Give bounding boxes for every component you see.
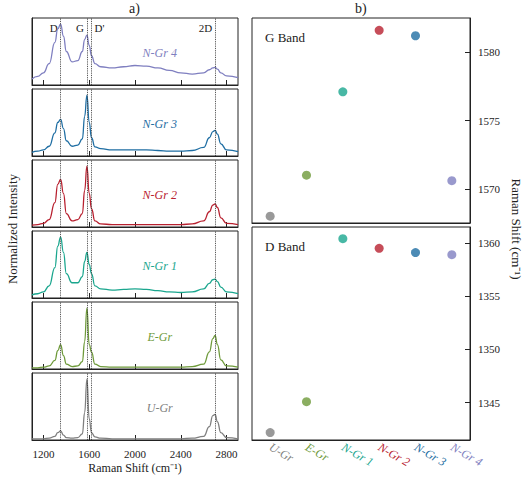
svg-text:1575: 1575 xyxy=(478,115,501,127)
svg-text:2000: 2000 xyxy=(124,448,147,460)
svg-text:b): b) xyxy=(355,1,367,17)
svg-text:1355: 1355 xyxy=(478,290,501,302)
svg-text:2D: 2D xyxy=(199,22,213,34)
svg-text:N-Gr 3: N-Gr 3 xyxy=(411,439,449,469)
svg-text:1570: 1570 xyxy=(478,183,501,195)
svg-text:1200: 1200 xyxy=(32,448,55,460)
svg-text:U-Gr: U-Gr xyxy=(267,440,297,465)
svg-text:1580: 1580 xyxy=(478,46,501,58)
svg-text:Normalized Intensity: Normalized Intensity xyxy=(5,173,20,284)
svg-text:D': D' xyxy=(95,22,105,34)
svg-text:N-Gr 1: N-Gr 1 xyxy=(142,259,177,273)
svg-text:N-Gr 1: N-Gr 1 xyxy=(338,439,376,469)
svg-text:N-Gr 4: N-Gr 4 xyxy=(142,46,177,60)
svg-text:2800: 2800 xyxy=(216,448,239,460)
svg-text:U-Gr: U-Gr xyxy=(147,401,173,415)
svg-text:N-Gr 4: N-Gr 4 xyxy=(447,439,485,469)
svg-text:1350: 1350 xyxy=(478,343,501,355)
svg-text:1345: 1345 xyxy=(478,397,501,409)
svg-text:G: G xyxy=(76,22,84,34)
svg-text:N-Gr 2: N-Gr 2 xyxy=(375,439,413,469)
svg-text:D: D xyxy=(49,21,58,34)
svg-text:N-Gr 3: N-Gr 3 xyxy=(142,117,177,131)
svg-text:a): a) xyxy=(129,1,140,17)
svg-text:N-Gr 2: N-Gr 2 xyxy=(142,188,177,202)
svg-text:1600: 1600 xyxy=(78,448,101,460)
svg-text:Raman Shift (cm⁻¹): Raman Shift (cm⁻¹) xyxy=(88,461,182,475)
svg-text:E-Gr: E-Gr xyxy=(302,439,331,464)
svg-text:Raman Shift (cm⁻¹): Raman Shift (cm⁻¹) xyxy=(509,178,524,279)
svg-text:1360: 1360 xyxy=(478,237,501,249)
svg-text:2400: 2400 xyxy=(170,448,193,460)
svg-text:G Band: G Band xyxy=(265,30,306,45)
svg-text:D Band: D Band xyxy=(265,239,306,254)
svg-text:E-Gr: E-Gr xyxy=(146,330,172,344)
